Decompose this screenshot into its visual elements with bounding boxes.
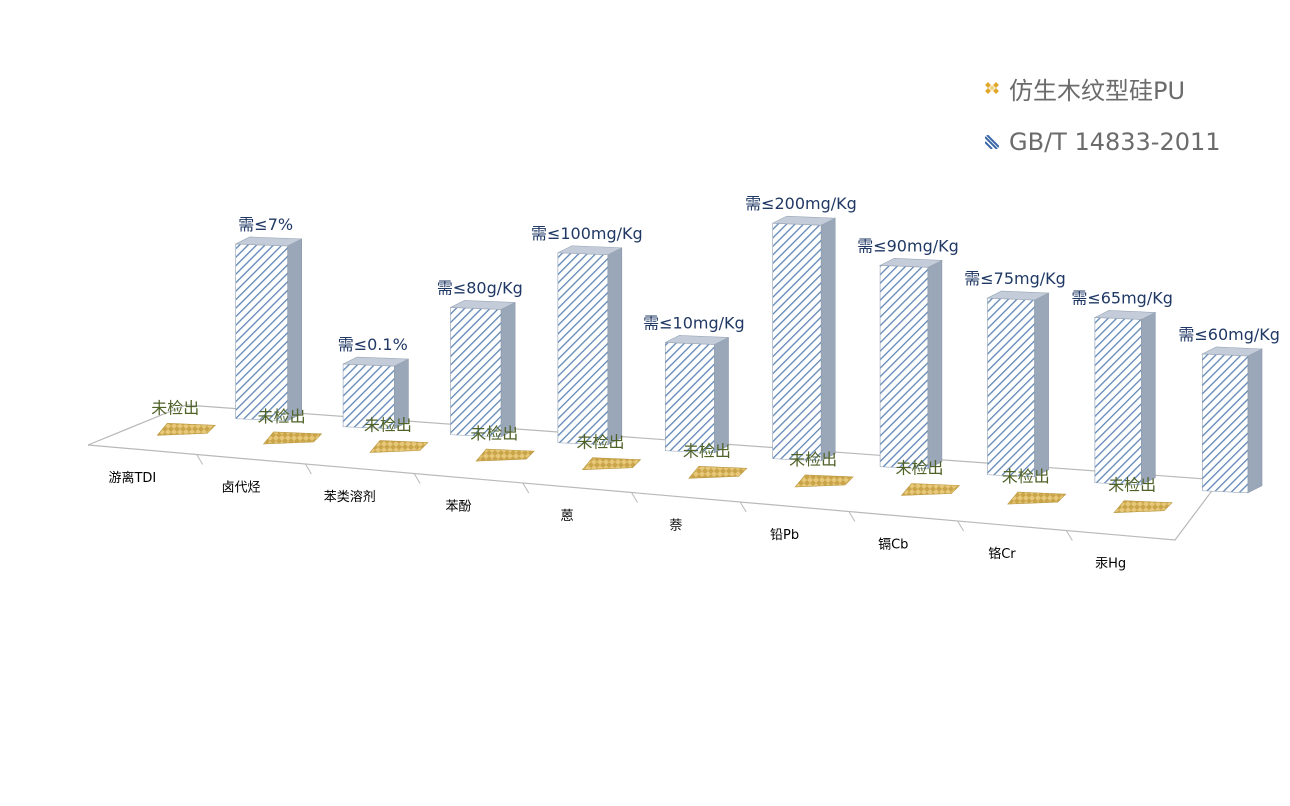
legend: 仿生木纹型硅PU GB/T 14833-2011 [985,70,1221,178]
silicon-pu-data-label: 未检出 [683,441,731,460]
silicon-pu-bar [581,457,642,471]
gb-standard-data-label: 需≤10mg/Kg [643,313,745,332]
silicon-pu-data-label: 未检出 [364,416,412,435]
labels: 未检出 需≤7% 游离TDI 未检出 需≤0.1% 卤代烃 未检出 需≤80g/Kg 苯类溶剂 未… [108,194,1279,571]
gb-standard-data-label: 需≤0.1% [338,335,408,354]
category-label: 苯酚 [445,499,471,514]
silicon-pu-bar [475,448,535,462]
gb-standard-data-label: 需≤75mg/Kg [964,269,1066,288]
category-label: 铅Pb [770,528,799,543]
floor-tick [1065,530,1073,541]
gb-standard-bar [450,307,502,438]
silicon-pu-bar [794,474,854,488]
gb-standard-bar-side [287,238,303,422]
silicon-pu-bar [1007,491,1067,505]
category-label: 苯类溶剂 [324,490,376,505]
gb-standard-bar-top [878,258,944,268]
silicon-pu-bar [688,465,748,479]
legend-item-gb-standard: GB/T 14833-2011 [985,124,1221,160]
floor-ticks [196,454,1073,541]
gb-standard-bar-top [986,290,1050,301]
silicon-pu-bar [369,440,429,453]
gb-standard-data-label: 需≤65mg/Kg [1071,288,1173,307]
gb-standard-bar [1202,353,1249,494]
legend-item-silicon-pu: 仿生木纹型硅PU [985,70,1221,106]
silicon-pu-bar [156,422,216,436]
category-label: 游离TDI [108,470,156,486]
silicon-pu-data-label: 未检出 [151,398,199,417]
gb-standard-bar [772,222,822,462]
floor-tick [848,511,856,522]
floor-tick [304,463,312,475]
gb-standard-bar-side [714,336,729,454]
gb-standard-bar-top [450,300,516,310]
gb-standard-bar-side [500,301,516,438]
category-label: 蒽 [561,509,574,524]
floor-tick [739,501,747,513]
floor-tick [413,473,421,484]
gb-standard-data-label: 需≤60mg/Kg [1178,325,1280,344]
gb-standard-data-label: 需≤80g/Kg [437,278,523,297]
gb-standard-bar-side [1141,311,1156,486]
floor-tick [957,520,965,532]
silicon-pu-data-label: 未检出 [577,433,625,452]
gb-standard-bar [557,252,609,446]
gb-standard-data-label: 需≤100mg/Kg [531,224,643,243]
legend-label: 仿生木纹型硅PU [1009,76,1186,105]
gb-standard-bar-top [1201,346,1264,357]
floor-tick [196,454,204,465]
silicon-pu-bar [262,431,323,445]
category-label: 铬Cr [988,546,1016,562]
gb-standard-bar-top [665,335,729,345]
gb-standard-bar [987,297,1035,478]
silicon-pu-data-label: 未检出 [895,459,943,478]
gb-standard-data-label: 需≤90mg/Kg [857,236,959,255]
gb-standard-bar [879,265,929,470]
gb-standard-bar-side [1247,348,1263,494]
gb-standard-bar-top [235,236,302,247]
category-label: 镉Cb [878,536,908,552]
gb-standard-bar-side [927,259,943,470]
silicon-pu-bar [900,483,961,496]
silicon-pu-data-label: 未检出 [258,407,306,426]
gb-standard-bar [1094,317,1142,486]
silicon-pu-data-label: 未检出 [470,424,518,443]
legend-label: GB/T 14833-2011 [1009,128,1221,156]
gb-standard-bar-side [607,247,623,446]
gb-standard-bar-top [557,245,622,256]
bars [156,215,1264,514]
gold-diamond-swatch-icon [985,81,999,95]
gb-standard-bar [235,243,289,422]
category-label: 萘 [669,518,682,533]
gb-standard-bar-top [772,215,836,226]
gb-standard-bar-top [342,356,409,367]
silicon-pu-data-label: 未检出 [1108,476,1156,495]
silicon-pu-data-label: 未检出 [789,450,837,469]
silicon-pu-bar [1113,500,1173,514]
silicon-pu-data-label: 未检出 [1002,467,1050,486]
floor-tick [522,482,530,494]
blue-hatch-swatch-icon [985,135,999,149]
gb-standard-data-label: 需≤200mg/Kg [745,194,857,213]
gb-standard-bar-top [1093,310,1157,320]
floor-tick [631,492,638,503]
gb-standard-bar-side [1034,292,1049,478]
gb-standard-bar-side [820,217,836,462]
gb-standard-bar [664,342,715,454]
category-label: 汞Hg [1095,556,1126,571]
category-label: 卤代烃 [222,479,261,495]
gb-standard-data-label: 需≤7% [238,215,293,234]
